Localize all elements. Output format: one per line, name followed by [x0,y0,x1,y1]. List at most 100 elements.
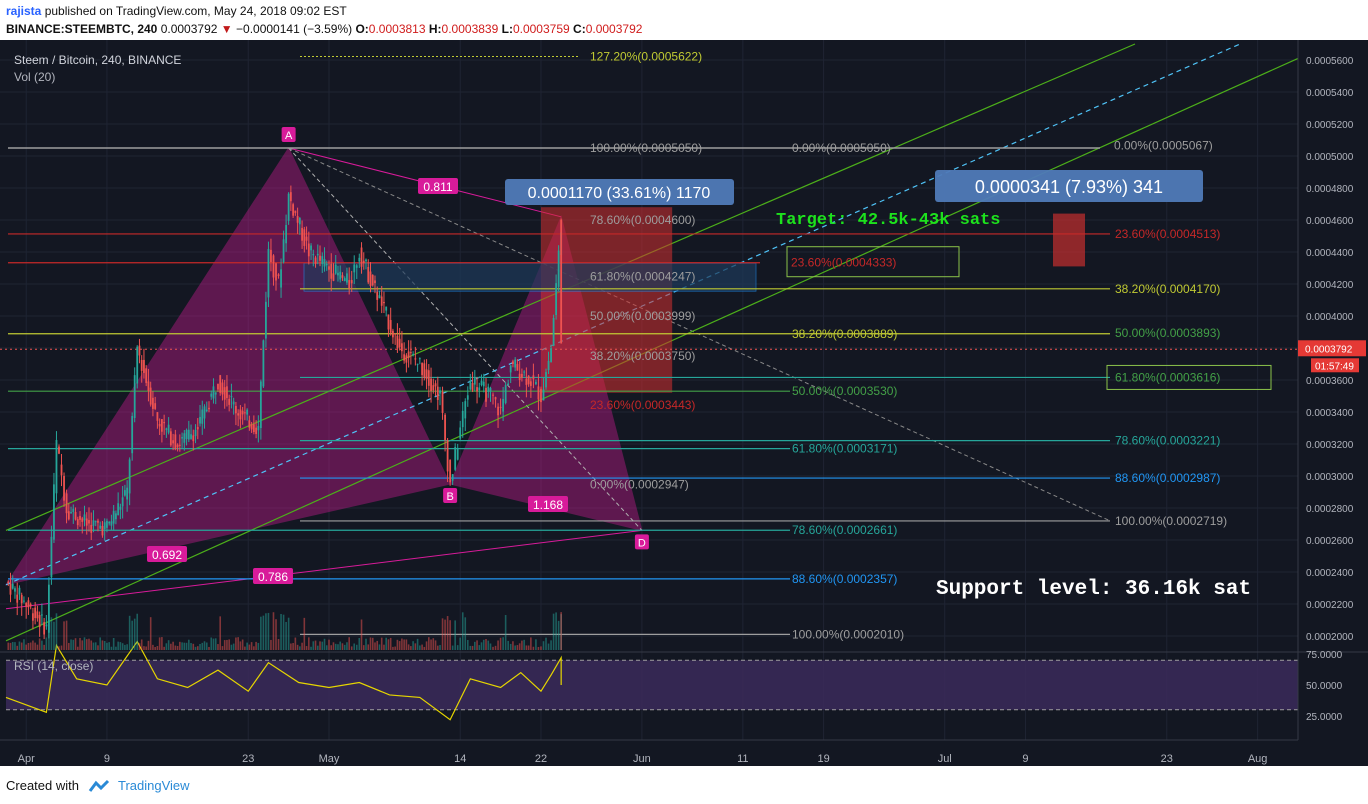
volume-bar [502,637,504,650]
volume-bar [290,643,292,650]
candle-body [74,511,77,520]
candle-body [392,330,394,338]
candle-body [126,487,129,500]
pattern-point-d: D [638,537,646,549]
author-link[interactable]: rajista [6,4,42,18]
time-tick: 22 [535,753,547,765]
candle-body [16,594,19,603]
measure-box-2 [1053,213,1085,267]
volume-bar [152,644,154,650]
volume-bar [217,644,219,650]
volume-bar [405,639,408,650]
trend-dashed [288,147,1111,522]
candle-body [205,409,208,412]
candle-body [314,257,317,264]
volume-bar [436,645,439,650]
candle-body [38,615,41,628]
volume-bar [514,645,516,650]
volume-bar [188,639,190,650]
volume-bar [223,640,226,650]
candle-body [23,600,25,602]
candle-body [385,306,388,311]
price-tick: 0.0002800 [1306,504,1354,515]
volume-bar [237,637,239,650]
volume-bar [58,646,60,650]
candle-body [60,464,63,476]
volume-bar [416,638,419,650]
volume-bar [74,638,77,650]
fib-label: 38.20%(0.0003750) [590,349,695,363]
volume-bar [285,621,287,650]
candle-body [434,383,437,387]
candle-body [178,444,181,446]
candle-body [405,355,408,363]
candle-body [494,397,497,400]
time-tick: 9 [1022,753,1028,765]
volume-bar [38,638,41,650]
price-tick: 0.0004200 [1306,280,1354,291]
candle-body [94,521,97,523]
volume-bar [145,646,147,650]
candle-body [412,354,415,356]
volume-bar [439,645,441,650]
ratio-badge [253,568,293,584]
volume-bar [194,646,197,650]
candle-body [241,410,244,415]
fib-label: 78.60%(0.0004600) [590,213,695,227]
volume-bar [555,612,557,650]
tradingview-logo-icon[interactable] [88,779,112,793]
countdown-badge [1311,358,1359,373]
candle-body [160,419,163,432]
candle-body [190,434,192,439]
candle-body [378,295,381,299]
low-label: L: [501,22,513,36]
measure-callout-1 [505,179,734,205]
volume-bar [497,640,499,650]
candle-body [280,269,282,288]
candle-body [145,368,148,383]
candle-body [133,375,136,418]
volume-bar [163,646,165,650]
ratio-label: 0.811 [423,180,452,194]
candle-body [285,225,288,244]
tradingview-link[interactable]: TradingView [118,778,190,793]
fib-label: 78.60%(0.0003221) [1115,434,1220,448]
volume-bar [321,641,324,650]
volume-bar [88,638,90,650]
symbol-name: BINANCE:STEEMBTC, 240 [6,22,158,36]
candle-body [492,394,494,396]
rsi-pane [0,640,1368,721]
volume-bar [518,643,521,650]
volume-bar [525,645,528,650]
candle-body [341,275,344,278]
time-tick: Aug [1248,753,1268,765]
time-tick: Jul [938,753,952,765]
candle-body [97,520,99,523]
candle-body [228,398,231,405]
chart-canvas[interactable]: 127.20%(0.0005622)100.00%(0.0005050) 0.00… [0,40,1368,766]
volume-bar [530,637,532,650]
candle-body [444,414,446,440]
candle-body [214,392,217,395]
volume-bar [262,615,265,650]
volume-bar [316,645,319,650]
candle-body [305,236,308,241]
volume-bar [244,646,246,650]
price-tick: 0.0005000 [1306,152,1354,163]
candle-body [143,359,145,373]
volume-bar [23,639,25,650]
candle-body [58,446,60,454]
volume-bar [362,645,365,650]
volume-bar [183,642,186,650]
candle-body [367,267,370,283]
volume-bar [410,646,412,650]
volume-bar [337,644,339,650]
volume-bar [126,644,128,650]
volume-bar [552,613,555,650]
candle-body [262,340,265,387]
volume-bar [367,644,370,650]
candle-body [147,381,150,391]
xab-triangle [4,146,451,586]
volume-bar [401,638,403,650]
volume-bar [550,640,552,650]
